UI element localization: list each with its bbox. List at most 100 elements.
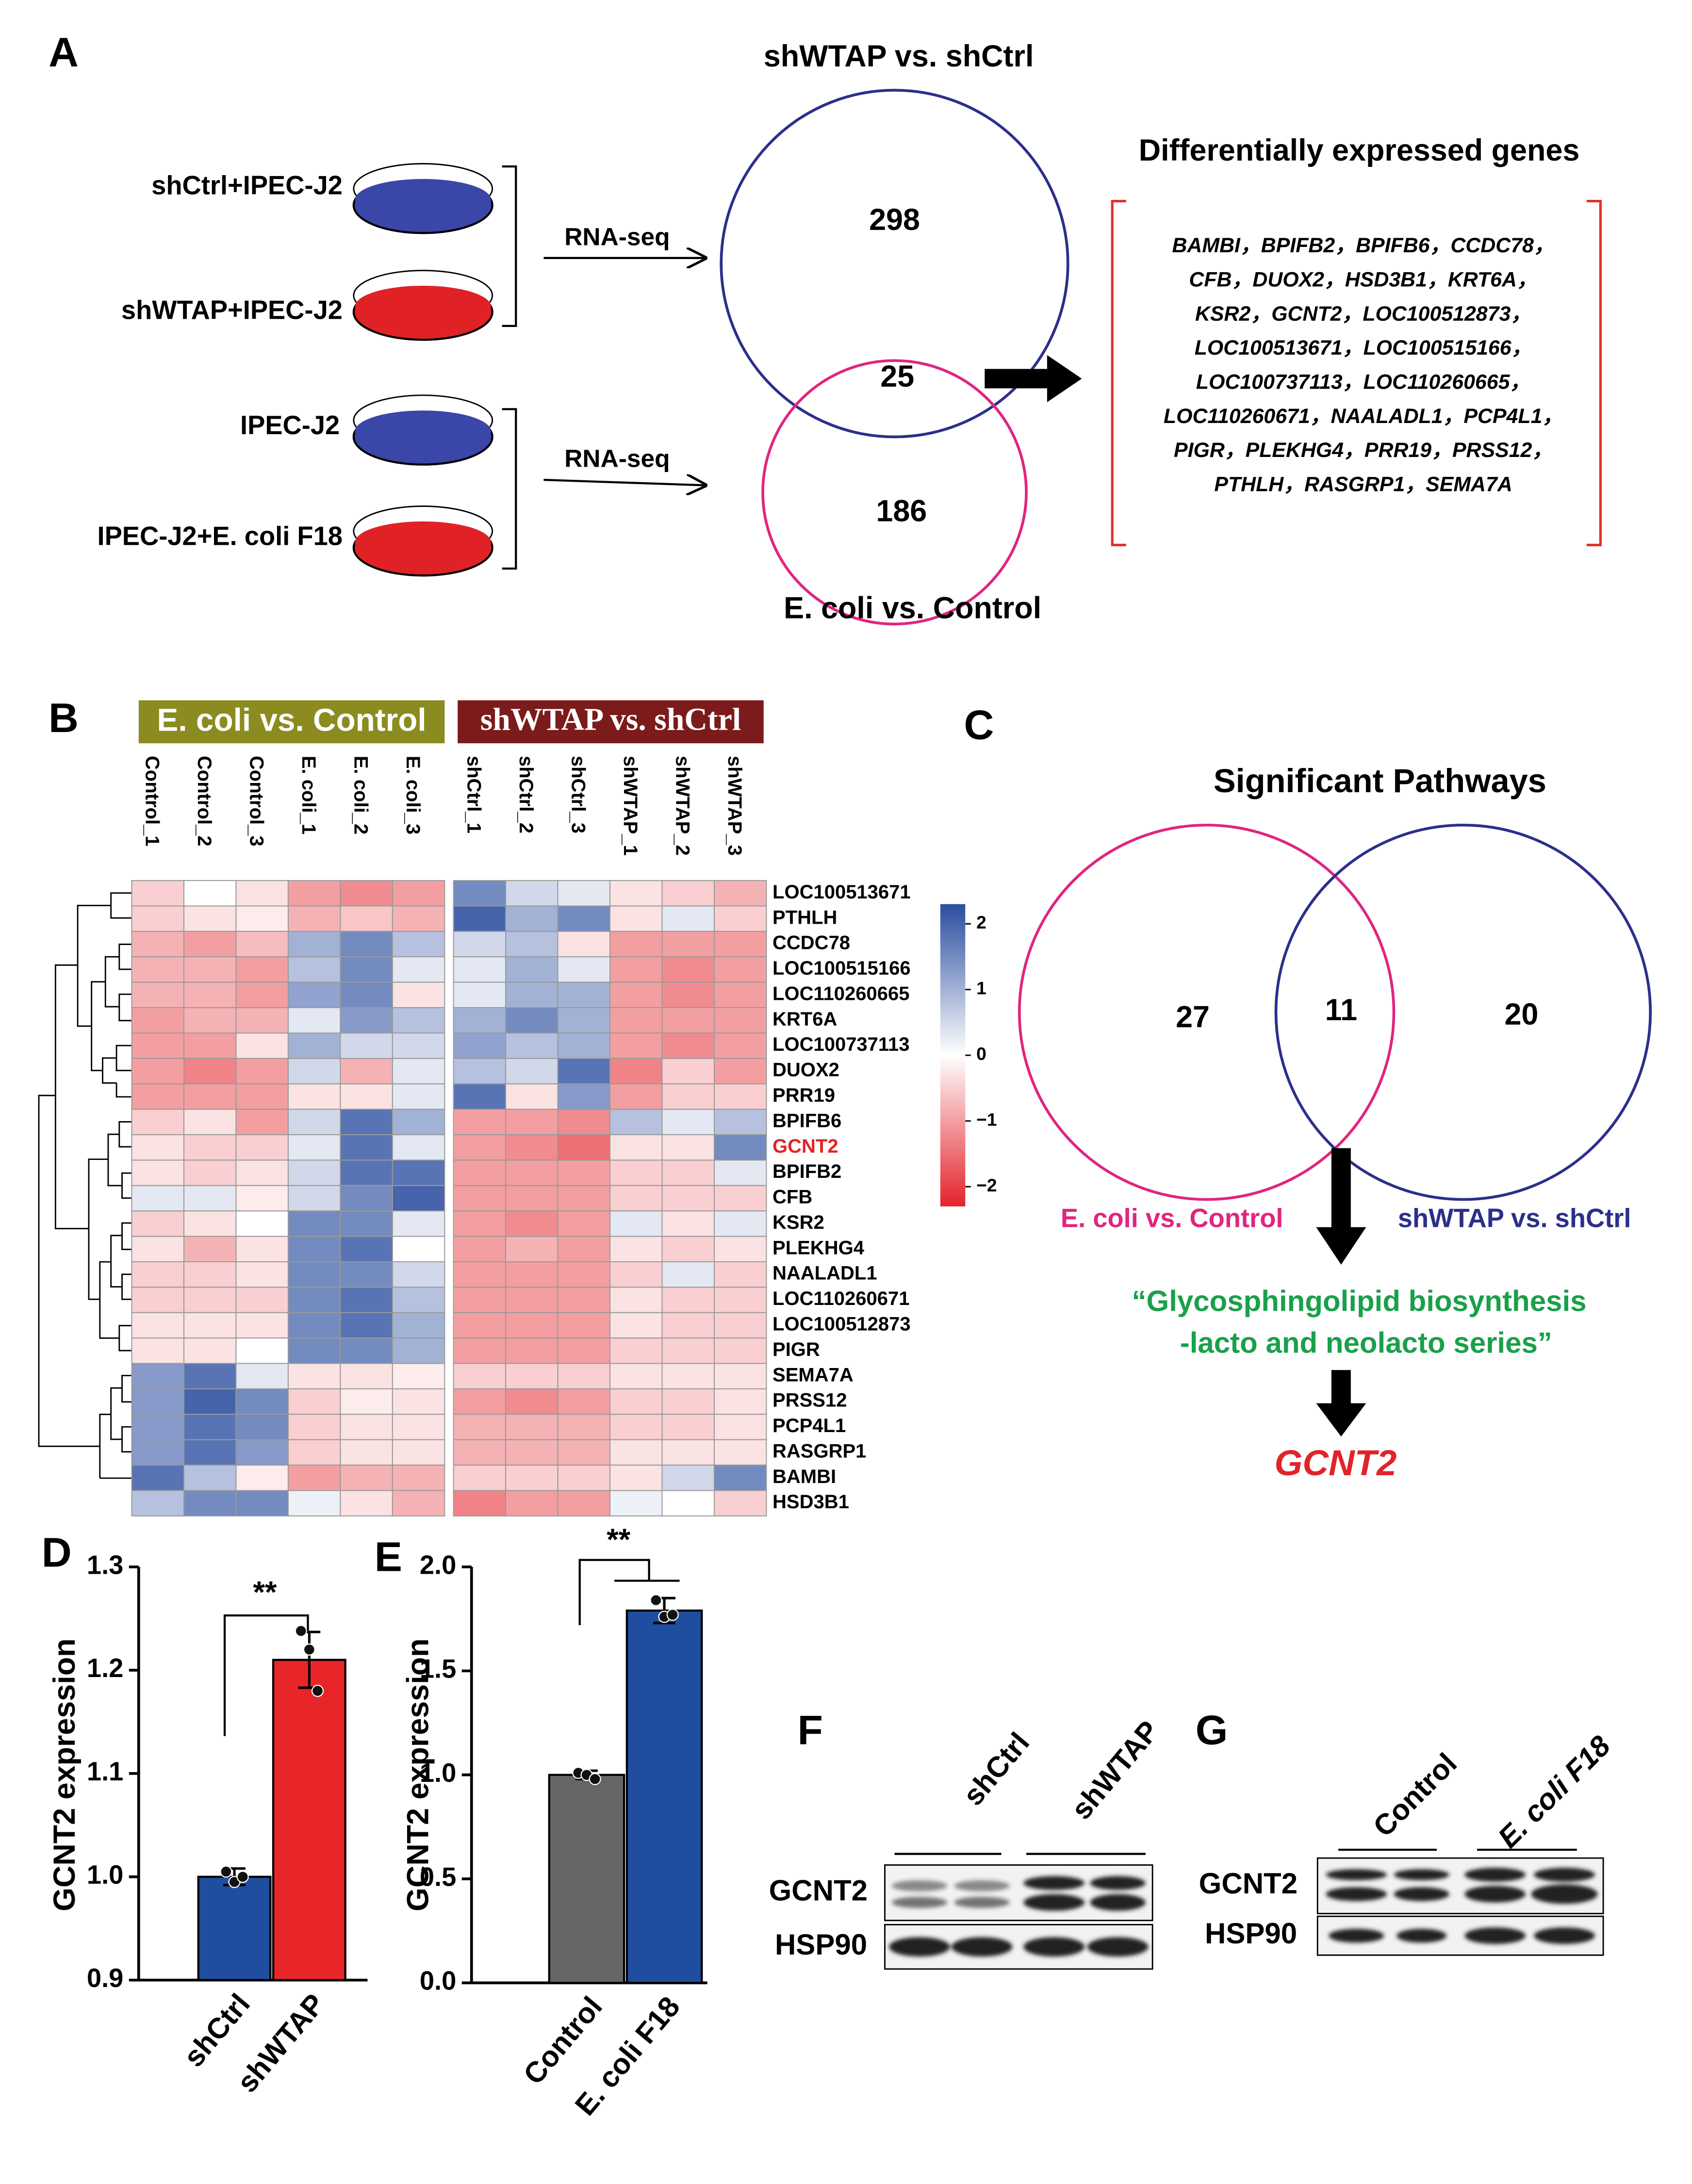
venn-set-label: shWTAP vs. shCtrl xyxy=(1398,1204,1631,1233)
venn-set-label: shWTAP vs. shCtrl xyxy=(764,39,1034,73)
heatmap-cell xyxy=(183,1287,237,1313)
heatmap-cell xyxy=(392,1388,445,1415)
panel-f: shCtrl shWTAP GCNT2 HSP90 xyxy=(769,1714,1166,1970)
heatmap-cell xyxy=(713,1236,767,1262)
heatmap-cell xyxy=(131,1032,184,1059)
heatmap-cell xyxy=(661,930,715,958)
dish-fill xyxy=(355,410,491,452)
heatmap-cell xyxy=(287,1058,341,1085)
heatmap-cell xyxy=(505,930,559,958)
protein-label: GCNT2 xyxy=(769,1874,868,1907)
heatmap-cell xyxy=(609,1159,663,1186)
heatmap-cell xyxy=(713,1185,767,1212)
heatmap-cell xyxy=(661,1159,715,1186)
heatmap-cell xyxy=(661,1363,715,1389)
heatmap-cell xyxy=(131,905,184,932)
venn-count: 298 xyxy=(869,203,920,237)
group-label: E. coli vs. Control xyxy=(157,702,427,738)
method-label: RNA-seq xyxy=(564,222,670,250)
heatmap-cell xyxy=(557,1108,611,1136)
heatmap-cell xyxy=(661,880,715,907)
venn-set-label: E. coli vs. Control xyxy=(784,591,1041,625)
data-point xyxy=(295,1625,307,1637)
x-tick-label: shCtrl xyxy=(177,1988,256,2073)
heatmap-cell xyxy=(392,1414,445,1440)
heatmap-cell xyxy=(661,1312,715,1339)
heatmap-cell xyxy=(131,1490,184,1516)
gene-list-line: LOC110260671，NAALADL1，PCP4L1， xyxy=(1164,405,1563,428)
venn-count: 20 xyxy=(1504,997,1538,1031)
heatmap-cell xyxy=(131,1261,184,1288)
heatmap-cell xyxy=(392,1465,445,1491)
heatmap-cell xyxy=(131,1312,184,1339)
heatmap-cell xyxy=(609,1414,663,1440)
heatmap-cell xyxy=(505,1312,559,1339)
pathway-text: -lacto and neolacto series” xyxy=(1180,1326,1552,1359)
row-label: RASGRP1 xyxy=(772,1440,866,1462)
heatmap-cell xyxy=(453,1134,507,1161)
heatmap-cell xyxy=(235,1083,289,1110)
heatmap-cell xyxy=(557,1236,611,1262)
heatmap-cell xyxy=(287,981,341,1009)
heatmap-cell xyxy=(392,930,445,958)
venn-count: 186 xyxy=(876,494,927,528)
heatmap-cell xyxy=(713,1083,767,1110)
colorbar-tick-label: −1 xyxy=(976,1109,997,1130)
heatmap-cell xyxy=(453,1363,507,1389)
colorbar-tick-label: 1 xyxy=(976,978,986,998)
heatmap-cell xyxy=(453,905,507,932)
heatmap-cell xyxy=(183,1490,237,1516)
heatmap-cell xyxy=(557,880,611,907)
heatmap-cell xyxy=(661,1007,715,1034)
heatmap-cell xyxy=(661,1490,715,1516)
heatmap-cell xyxy=(392,1058,445,1085)
heatmap-cell xyxy=(453,1159,507,1186)
heatmap-cell xyxy=(505,1236,559,1262)
panel-g: Control E. coli F18 GCNT2 HSP90 xyxy=(1199,1729,1617,1956)
heatmap-cell xyxy=(557,1312,611,1339)
row-label: PIGR xyxy=(772,1339,820,1360)
heatmap-cell xyxy=(557,1337,611,1364)
heatmap-cell xyxy=(505,1439,559,1466)
heatmap-cell xyxy=(557,1414,611,1440)
venn-count: 25 xyxy=(880,359,914,393)
sample-label: shWTAP+IPEC-J2 xyxy=(121,295,343,325)
heatmap-cell xyxy=(713,1363,767,1389)
protein-label: HSP90 xyxy=(775,1928,867,1961)
heatmap-cell xyxy=(505,1337,559,1364)
heatmap-cell xyxy=(713,1210,767,1237)
heatmap-cell xyxy=(340,1159,393,1186)
heatmap-cell xyxy=(505,1414,559,1440)
heatmap-cell xyxy=(340,1490,393,1516)
panel-a: shCtrl+IPEC-J2 shWTAP+IPEC-J2 IPEC-J2 IP… xyxy=(97,39,1602,626)
heatmap-cell xyxy=(609,1287,663,1313)
bands xyxy=(889,1876,1149,1957)
heatmap-cell xyxy=(131,1287,184,1313)
heatmap-cell xyxy=(505,1159,559,1186)
heatmap-cell xyxy=(505,1185,559,1212)
big-arrow xyxy=(985,355,1082,403)
heatmap-cell xyxy=(340,1439,393,1466)
heatmap-cell xyxy=(235,981,289,1009)
heatmap-cell xyxy=(340,1210,393,1237)
group-header xyxy=(138,700,445,744)
heatmap-cell xyxy=(557,1388,611,1415)
lane-label: Control xyxy=(1367,1747,1463,1843)
big-arrow xyxy=(1316,1148,1366,1265)
heatmap-cell xyxy=(392,1439,445,1466)
heatmap-cell xyxy=(392,1490,445,1516)
heatmap-cell xyxy=(557,956,611,983)
venn-set-label: E. coli vs. Control xyxy=(1061,1204,1283,1233)
heatmap-cell xyxy=(505,1465,559,1491)
heatmap-cell xyxy=(235,1185,289,1212)
heatmap-cell xyxy=(557,1058,611,1085)
heatmap-cell xyxy=(340,1108,393,1136)
venn-count: 27 xyxy=(1176,1000,1210,1034)
column-label: Control_1 xyxy=(141,756,163,847)
row-label: BPIFB2 xyxy=(772,1161,841,1182)
row-label: LOC100512873 xyxy=(772,1314,911,1335)
heatmap-cell xyxy=(287,1083,341,1110)
sample-label: shCtrl+IPEC-J2 xyxy=(151,170,343,200)
heatmap-cell xyxy=(183,981,237,1009)
heatmap-cell xyxy=(131,1134,184,1161)
